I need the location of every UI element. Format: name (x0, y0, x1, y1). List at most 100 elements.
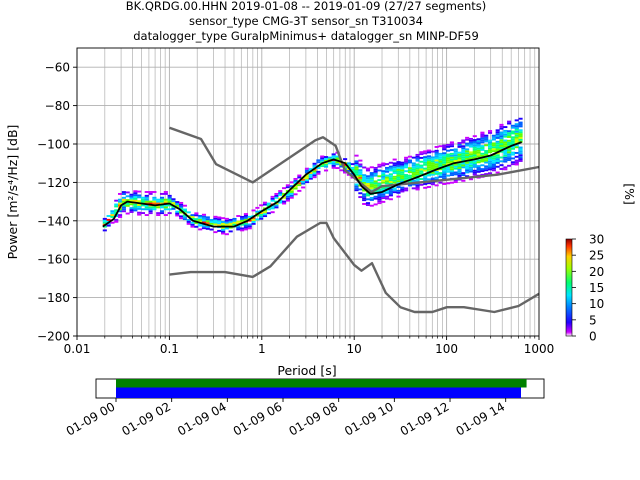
psd-cell (190, 221, 195, 224)
psd-cell (446, 174, 451, 177)
psd-cell (411, 173, 416, 176)
psd-cell (434, 157, 439, 160)
psd-cell (377, 184, 382, 187)
psd-cell (461, 162, 466, 165)
psd-cell (331, 166, 336, 169)
psd-cell (148, 192, 153, 195)
psd-cell (297, 174, 302, 177)
psd-cell (217, 218, 222, 221)
psd-cell (243, 213, 248, 216)
psd-cell (461, 152, 466, 155)
psd-cell (510, 126, 515, 129)
psd-cell (148, 191, 153, 193)
x-tick-label: 10 (347, 342, 362, 356)
psd-cell (457, 143, 462, 146)
psd-cell (472, 171, 477, 174)
psd-cell (179, 203, 184, 206)
psd-cell (114, 209, 119, 212)
psd-cell (282, 196, 287, 199)
psd-cell (404, 174, 409, 176)
psd-cell (388, 181, 393, 183)
psd-cell (510, 132, 515, 135)
psd-cell (213, 215, 218, 218)
psd-cell (385, 197, 390, 200)
psd-cell (213, 221, 218, 224)
psd-cell (518, 129, 523, 132)
psd-cell (159, 204, 165, 207)
psd-cell (484, 144, 489, 147)
psd-cell (316, 159, 321, 162)
psd-cell (194, 221, 199, 224)
psd-cell (125, 195, 130, 198)
psd-cell (491, 157, 496, 160)
psd-cell (171, 200, 176, 203)
psd-cell (434, 159, 439, 162)
psd-cell (442, 163, 447, 166)
psd-cell (404, 158, 409, 161)
psd-cell (194, 214, 199, 217)
psd-cell (411, 168, 416, 171)
psd-cell (385, 174, 390, 177)
psd-cell (480, 147, 485, 149)
psd-cell (461, 172, 466, 175)
psd-cell (289, 192, 294, 195)
psd-cell (121, 198, 126, 201)
psd-cell (327, 162, 332, 165)
psd-cell (144, 208, 149, 211)
timeline-tick-label: 01-09 00 (64, 399, 118, 438)
psd-cell (491, 142, 496, 145)
psd-cell (335, 157, 340, 160)
psd-cell (343, 165, 348, 168)
psd-cell (434, 176, 439, 179)
psd-cell (400, 171, 405, 174)
psd-cell (468, 137, 474, 140)
psd-cell (373, 168, 378, 171)
data-coverage-bar (116, 379, 527, 388)
psd-cell (434, 163, 439, 166)
psd-cell (110, 210, 115, 213)
psd-cell (457, 165, 462, 168)
psd-cell (400, 188, 405, 191)
psd-cell (411, 166, 416, 169)
mean-curve-group (102, 141, 523, 228)
psd-cell (392, 172, 397, 174)
psd-cell (327, 156, 332, 159)
psd-cell (118, 202, 123, 205)
psd-cell (243, 215, 248, 217)
psd-cell (392, 177, 397, 180)
psd-cell (385, 195, 390, 198)
psd-cell (232, 219, 237, 222)
plot-frame (76, 47, 540, 337)
psd-cell (175, 214, 180, 217)
psd-cell (472, 160, 477, 163)
psd-cell (102, 219, 107, 222)
psd-cell (388, 175, 393, 178)
psd-cell (404, 166, 409, 169)
psd-cell (118, 214, 123, 217)
psd-cell (396, 174, 401, 177)
psd-cell (159, 212, 165, 215)
psd-cell (156, 200, 161, 203)
psd-cell (499, 164, 504, 167)
psd-cell (468, 141, 474, 144)
psd-cell (438, 174, 443, 176)
psd-cell (465, 152, 470, 155)
psd-cell (282, 202, 287, 205)
psd-cell (510, 142, 515, 145)
psd-cell (133, 196, 138, 198)
psd-cell (510, 124, 515, 127)
psd-cell (476, 167, 481, 169)
psd-cell (457, 174, 462, 177)
psd-cell (400, 177, 405, 179)
psd-cell (468, 162, 474, 165)
psd-cell (335, 161, 340, 164)
psd-cell (453, 173, 458, 176)
psd-cell (358, 196, 363, 199)
psd-cell (518, 158, 523, 161)
psd-cell (449, 143, 454, 146)
psd-cell (407, 176, 413, 179)
psd-cell (251, 220, 256, 223)
psd-cell (106, 215, 111, 217)
psd-cell (430, 156, 435, 159)
psd-cell (503, 168, 508, 171)
